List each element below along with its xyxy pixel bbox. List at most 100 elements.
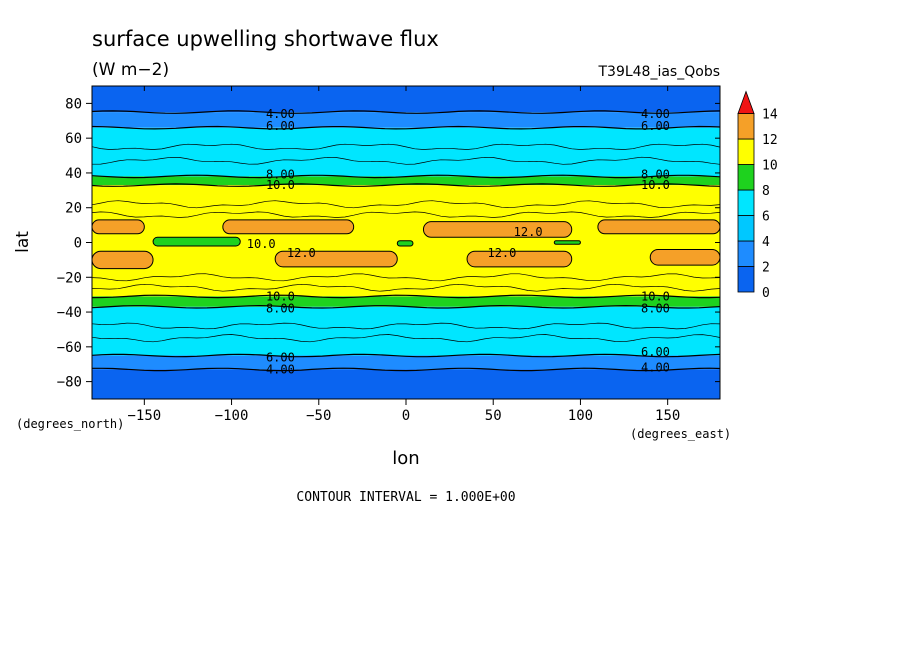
y-tick-label: −20 (57, 270, 82, 286)
y-tick-label: −80 (57, 375, 82, 391)
chart-title: surface upwelling shortwave flux (92, 27, 439, 51)
contour-patch-2 (422, 221, 573, 238)
band-8 (92, 369, 720, 399)
band-7 (92, 355, 720, 370)
contour-label: 4.00 (641, 107, 670, 121)
contour-patch-0 (91, 219, 145, 235)
contour-label: 10.0 (641, 178, 670, 192)
y-axis-ticks: 80 60 40 20 0 −20 −40 −60 −80 (57, 96, 720, 391)
contour-label: 6.00 (266, 119, 295, 133)
contour-label: 12.0 (287, 246, 316, 260)
contour-interval-text: CONTOUR INTERVAL = 1.000E+00 (296, 490, 515, 505)
contour-label: 12.0 (514, 225, 543, 239)
x-tick-label: −100 (215, 408, 249, 424)
contour-labels: 4.006.004.006.008.0010.08.0010.012.010.0… (247, 107, 670, 377)
colorbar: 0 2 4 6 8 10 12 14 (737, 90, 778, 301)
contour-patch-7 (649, 248, 721, 266)
contour-patch-5 (274, 250, 398, 268)
y-tick-label: 40 (65, 166, 82, 182)
x-axis-ticks: −150 −100 −50 0 50 100 150 (127, 86, 680, 424)
colorbar-box (737, 240, 755, 267)
x-tick-label: 50 (485, 408, 502, 424)
contour-patch-8 (152, 236, 241, 247)
colorbar-box (737, 113, 755, 140)
contour-line (91, 353, 721, 358)
colorbar-label: 2 (762, 261, 770, 276)
colorbar-box (737, 215, 755, 242)
x-tick-label: 150 (655, 408, 680, 424)
contour-patch-6 (466, 250, 573, 268)
colorbar-label: 0 (762, 286, 770, 301)
y-tick-label: 80 (65, 96, 82, 112)
contour-line-thin (91, 334, 721, 343)
y-axis-label: lat (13, 231, 33, 253)
contour-line-thin (91, 156, 721, 165)
x-axis-units: (degrees_east) (630, 427, 731, 441)
colorbar-label: 4 (762, 235, 770, 250)
contour-label: 8.00 (641, 168, 670, 182)
contour-line-thin (91, 200, 721, 209)
y-tick-label: 0 (74, 236, 82, 252)
contour-line (91, 294, 721, 299)
run-label: T39L48_ias_Qobs (597, 64, 720, 80)
contour-line (91, 304, 721, 309)
x-tick-label: −150 (127, 408, 161, 424)
contour-line-thin (91, 211, 721, 218)
chart-units: (W m−2) (92, 60, 169, 80)
contour-label: 8.00 (641, 302, 670, 316)
x-tick-label: 0 (402, 408, 410, 424)
contour-line (92, 367, 721, 372)
contour-line (91, 125, 721, 130)
band-1 (92, 112, 720, 128)
contour-label: 6.00 (641, 345, 670, 359)
contour-plot-area: 4.006.004.006.008.0010.08.0010.012.010.0… (91, 85, 721, 400)
contour-patch-4 (91, 250, 154, 270)
colorbar-label: 12 (762, 133, 778, 148)
contour-patch-1 (222, 219, 355, 235)
y-axis-units: (degrees_north) (16, 417, 124, 431)
contour-line (91, 174, 721, 179)
contour-line-thin (91, 143, 721, 150)
y-tick-label: −40 (57, 305, 82, 321)
contour-lines (91, 110, 721, 372)
contour-patch-10 (553, 240, 581, 245)
contour-label: 10.0 (641, 289, 670, 303)
band-2 (92, 127, 720, 177)
x-tick-label: −50 (306, 408, 331, 424)
contour-label: 8.00 (266, 168, 295, 182)
contour-line-thin (91, 273, 721, 282)
colorbar-label: 8 (762, 184, 770, 199)
x-tick-label: 100 (568, 408, 593, 424)
colorbar-label: 6 (762, 210, 770, 225)
contour-patch-3 (597, 219, 721, 235)
contour-label: 4.00 (266, 362, 295, 376)
colorbar-box (737, 164, 755, 191)
colorbar-box (737, 266, 755, 293)
contour-label: 4.00 (266, 107, 295, 121)
contour-label: 12.0 (487, 246, 516, 260)
contour-label: 10.0 (247, 237, 276, 251)
colorbar-triangle (737, 90, 755, 114)
contour-line (91, 183, 721, 187)
contour-line-thin (91, 283, 721, 292)
y-tick-label: 60 (65, 131, 82, 147)
contour-label: 10.0 (266, 178, 295, 192)
colorbar-label: 10 (762, 159, 778, 174)
contour-label: 6.00 (641, 119, 670, 133)
contour-label: 6.00 (266, 350, 295, 364)
band-5 (92, 296, 720, 307)
filled-patches (91, 219, 721, 270)
y-tick-label: 20 (65, 201, 82, 217)
contour-label: 4.00 (641, 361, 670, 375)
x-axis-label: lon (392, 448, 419, 469)
colorbar-box (737, 138, 755, 165)
contour-label: 10.0 (266, 289, 295, 303)
contour-line-thin (91, 322, 721, 330)
y-tick-label: −60 (57, 340, 82, 356)
colorbar-box (737, 189, 755, 216)
contour-line (91, 110, 721, 114)
colorbar-label: 14 (762, 108, 778, 123)
contour-patch-9 (396, 240, 414, 247)
band-3 (92, 176, 720, 186)
